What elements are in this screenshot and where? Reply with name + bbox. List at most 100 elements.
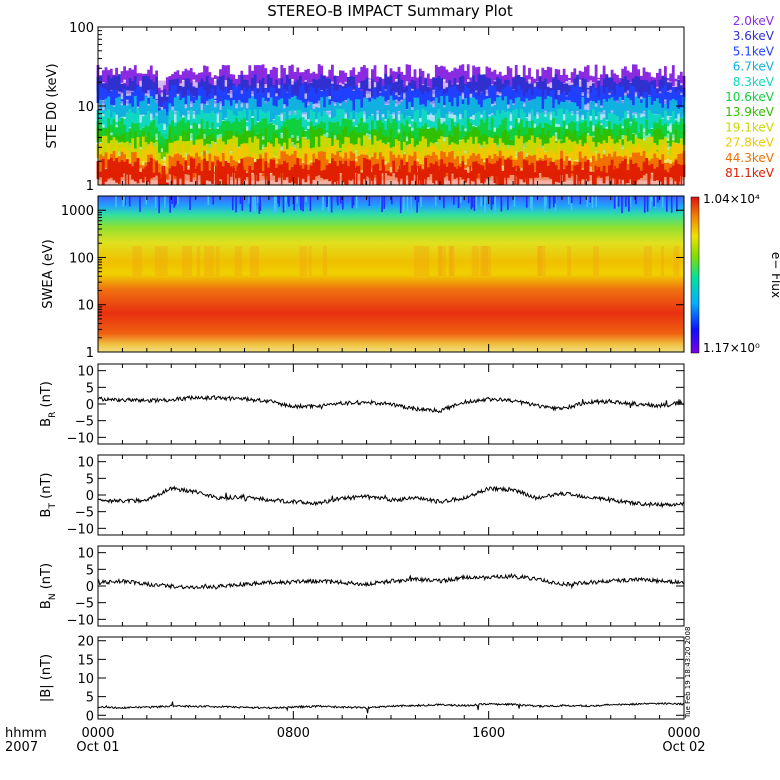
- bmag-ylabel: |B| (nT): [39, 654, 54, 702]
- ste-legend-item: 44.3keV: [725, 151, 775, 165]
- ste-ytick-label: 1: [86, 179, 94, 194]
- swea-ytick-label: 10: [77, 299, 94, 314]
- swea-band: [471, 246, 480, 276]
- time-axis-row2-label: 2007: [5, 740, 38, 755]
- ste-band-10: [98, 174, 684, 185]
- ste-ylabel: STE D0 (keV): [45, 63, 60, 148]
- ste-ytick-label: 100: [69, 21, 94, 36]
- bt-ytick-label: 5: [86, 472, 94, 487]
- bt-panel: BT (nT) 105 0 −5−10: [39, 454, 685, 537]
- time-tick-label: 0800: [277, 726, 310, 741]
- swea-band: [419, 246, 430, 276]
- bt-ytick-label: −10: [67, 522, 94, 537]
- ste-legend-item: 81.1keV: [725, 166, 775, 180]
- swea-ytick-label: 100: [69, 251, 94, 266]
- plot-timestamp: Tue Feb 19 18:43:20 2008: [684, 627, 692, 719]
- swea-band: [593, 246, 600, 276]
- swea-band: [449, 246, 455, 276]
- bt-trace: [97, 485, 685, 509]
- swea-band: [249, 246, 259, 276]
- swea-band: [567, 246, 572, 276]
- bmag-ytick-label: 5: [86, 691, 94, 706]
- colorbar-min-label: 1.17×10⁰: [703, 341, 760, 355]
- swea-band: [437, 246, 442, 276]
- swea-band: [481, 246, 491, 276]
- swea-band: [643, 246, 652, 276]
- time-axis-row1-label: hhmm: [5, 726, 47, 741]
- swea-band: [299, 246, 308, 276]
- swea-band: [661, 246, 664, 276]
- bmag-panel: |B| (nT) 0 5 10 15 20: [39, 635, 685, 724]
- bn-ytick-label: −5: [75, 597, 94, 612]
- swea-panel: SWEA (eV) 1.04×10⁴ 1.17×10⁰ e− Flux 1 10 1…: [41, 192, 780, 361]
- bn-ytick-label: 0: [86, 580, 94, 595]
- bt-ylabel: BT (nT): [39, 473, 58, 518]
- br-trace: [97, 394, 685, 414]
- ste-legend-item: 19.1keV: [725, 120, 775, 134]
- ste-spectrogram-lines: [96, 64, 686, 185]
- swea-heatmap-streaks: [115, 196, 680, 276]
- colorbar-title: e− Flux: [769, 252, 780, 298]
- br-panel: BR (nT) 105 0 −5−10: [39, 363, 685, 446]
- swea-ytick-label: 1000: [61, 204, 94, 219]
- br-ytick-label: 0: [86, 398, 94, 413]
- bt-ytick-label: 10: [77, 456, 94, 471]
- time-tick-label: 1600: [472, 726, 505, 741]
- swea-band: [448, 246, 454, 276]
- swea-ylabel: SWEA (eV): [41, 239, 56, 308]
- swea-band: [182, 246, 192, 276]
- br-ylabel: BR (nT): [39, 381, 58, 427]
- swea-band: [132, 246, 142, 276]
- ste-legend-item: 6.7keV: [733, 60, 775, 74]
- bn-ytick-label: 5: [86, 563, 94, 578]
- br-ytick-label: −10: [67, 431, 94, 446]
- colorbar-max-label: 1.04×10⁴: [703, 192, 760, 206]
- swea-band: [322, 246, 328, 276]
- br-ytick-label: −5: [75, 415, 94, 430]
- ste-legend-item: 27.8keV: [725, 136, 775, 150]
- bmag-ytick-label: 20: [77, 635, 94, 650]
- time-tick-label: 0000: [81, 726, 114, 741]
- ste-legend-item: 3.6keV: [733, 29, 775, 43]
- swea-ytick-label: 1: [86, 346, 94, 361]
- ste-legend-item: 2.0keV: [733, 14, 775, 28]
- bn-ytick-label: 10: [77, 547, 94, 562]
- bn-ytick-label: −10: [67, 613, 94, 628]
- br-ytick-label: 5: [86, 381, 94, 396]
- br-ytick-label: 10: [77, 365, 94, 380]
- swea-band: [414, 246, 420, 276]
- swea-band: [196, 246, 201, 276]
- swea-band: [536, 246, 543, 276]
- swea-band: [234, 246, 243, 276]
- bmag-ytick-label: 0: [86, 709, 94, 724]
- bn-ylabel: BN (nT): [39, 563, 58, 609]
- swea-band: [160, 246, 168, 276]
- bn-trace: [97, 572, 685, 590]
- swea-band: [673, 246, 680, 276]
- ste-legend-item: 10.6keV: [725, 90, 775, 104]
- ste-legend-item: 8.3keV: [733, 75, 775, 89]
- swea-colorbar: [690, 196, 700, 354]
- swea-band: [215, 246, 220, 276]
- bt-ytick-label: 0: [86, 489, 94, 504]
- time-tick-label: 0000: [667, 726, 700, 741]
- time-tick-date: Oct 02: [662, 740, 705, 755]
- swea-band: [538, 246, 546, 276]
- bmag-ytick-label: 10: [77, 672, 94, 687]
- ste-ytick-label: 10: [77, 100, 94, 115]
- ste-legend-item: 5.1keV: [733, 44, 775, 58]
- ste-legend-item: 13.9keV: [725, 105, 775, 119]
- bn-panel: BN (nT) 105 0 −5−10: [39, 545, 685, 628]
- swea-band: [154, 246, 161, 276]
- figure-title: STEREO-B IMPACT Summary Plot: [267, 2, 513, 20]
- ste-panel: STE D0 (keV) 1 10 100: [45, 21, 686, 194]
- swea-band: [308, 246, 312, 276]
- bn-frame: [97, 545, 685, 627]
- bt-frame: [97, 454, 685, 536]
- swea-heatmap: [98, 196, 684, 352]
- swea-band: [438, 246, 446, 276]
- bt-ytick-label: −5: [75, 506, 94, 521]
